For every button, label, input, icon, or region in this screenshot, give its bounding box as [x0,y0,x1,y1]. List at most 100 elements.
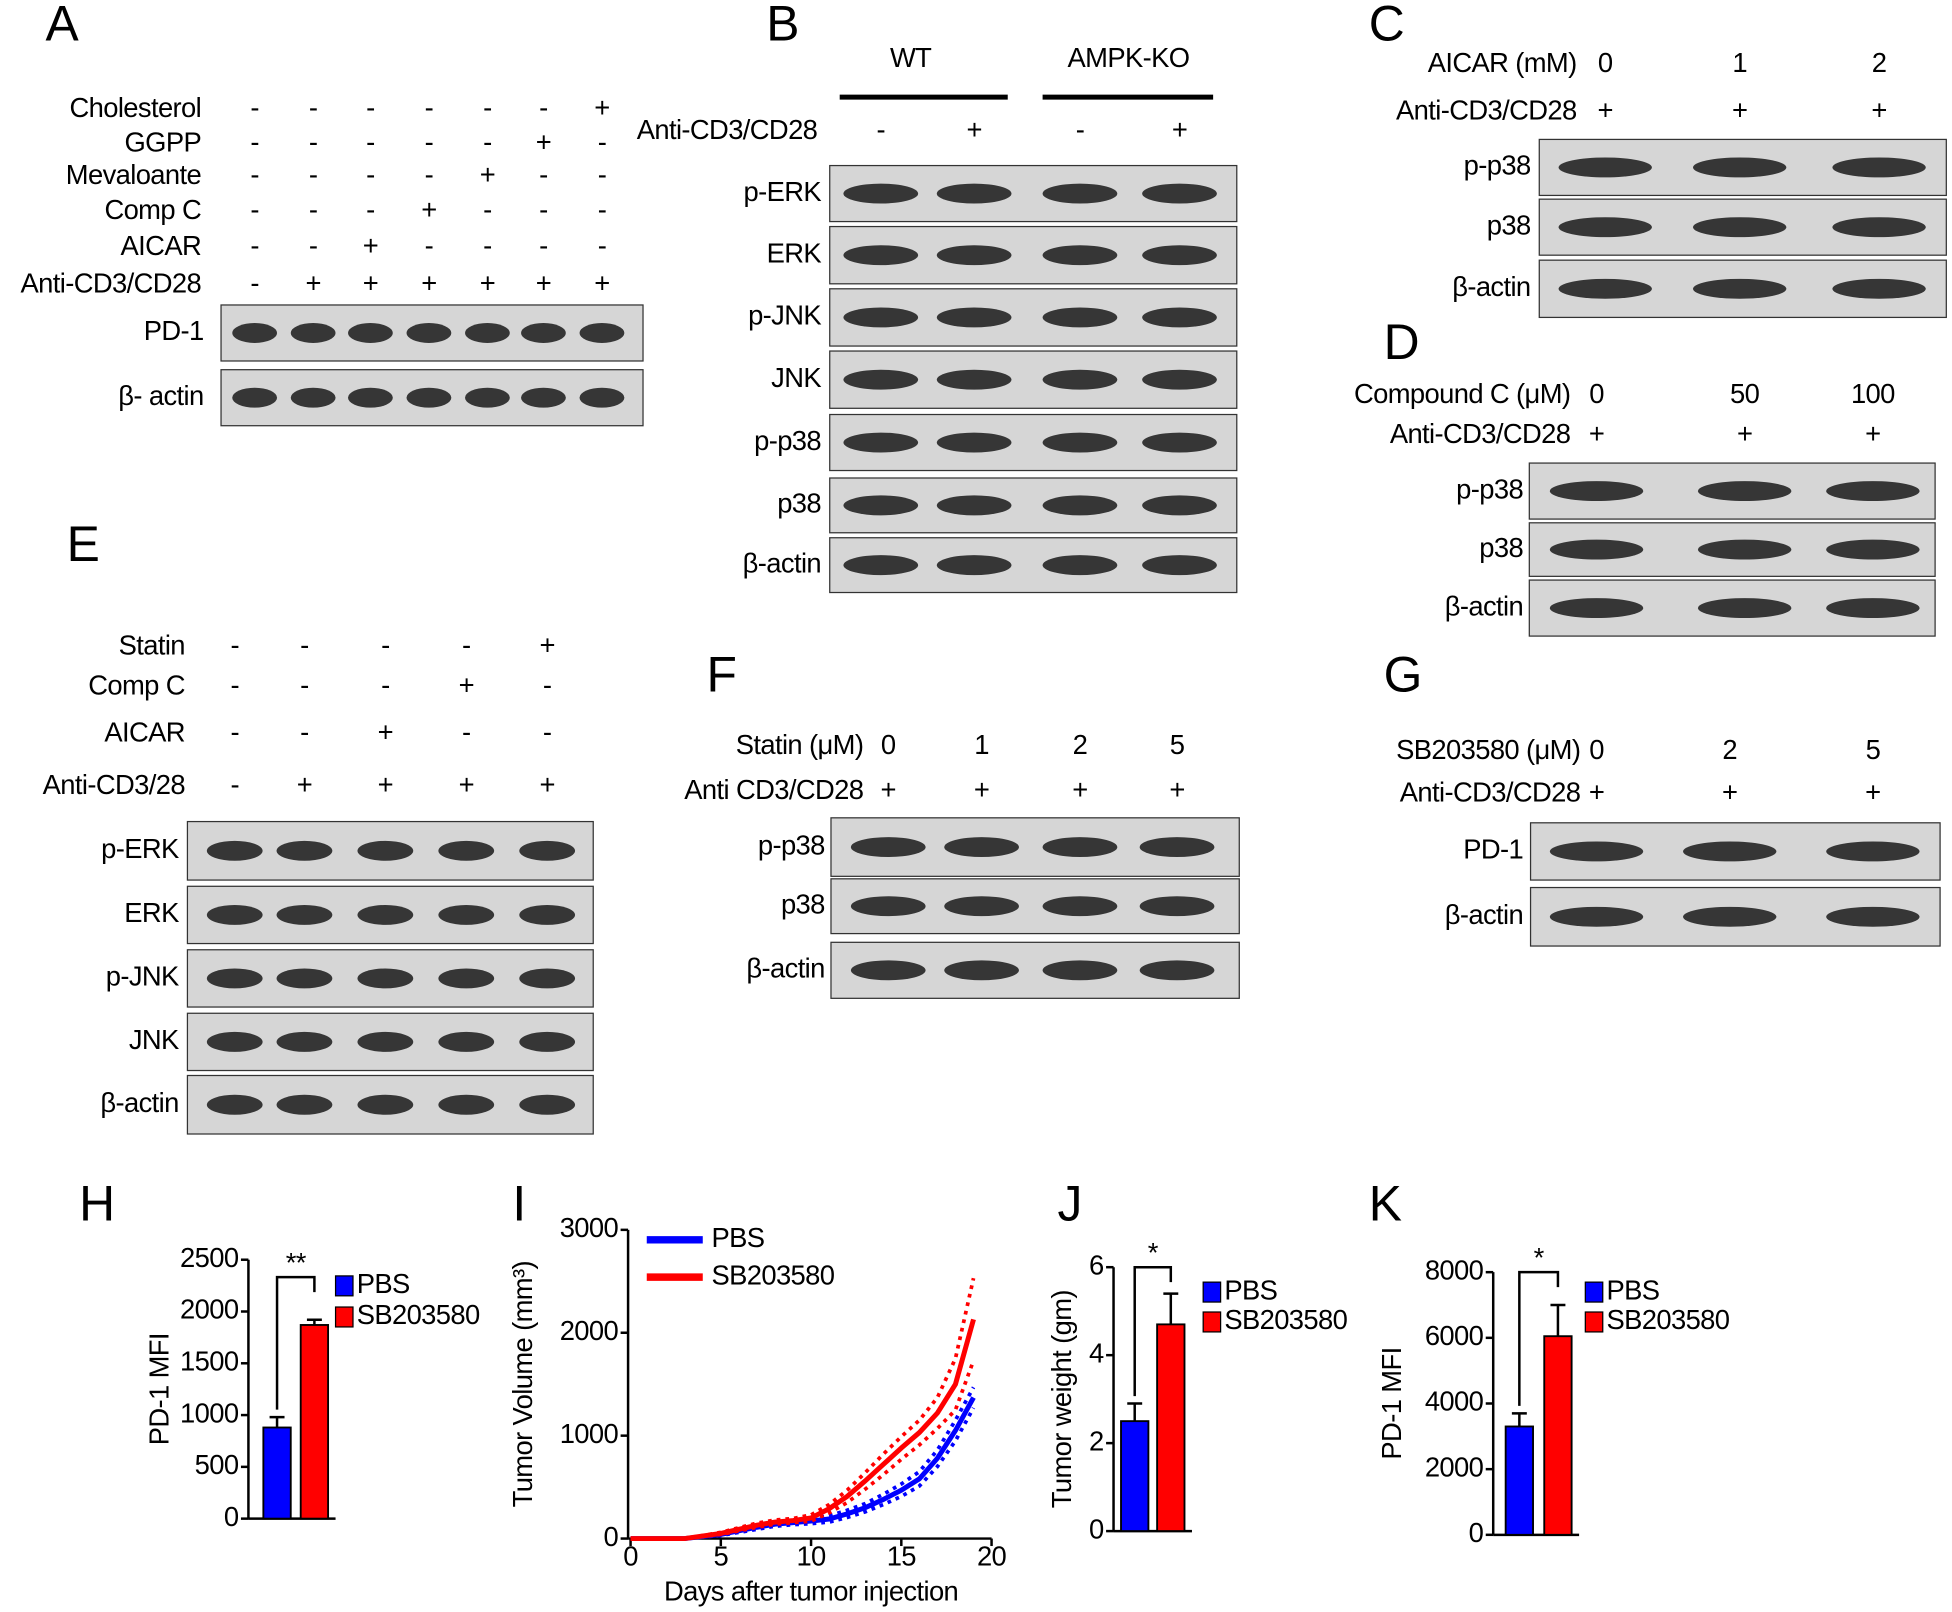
condition-label: AICAR [104,717,185,748]
error-bar [1550,1303,1566,1337]
condition-value: + [480,159,495,190]
band [206,1094,263,1115]
condition-value: + [421,267,436,298]
condition-value: - [250,267,258,298]
blot-label: p-ERK [101,833,179,864]
condition-value: + [1598,94,1613,125]
error-line [630,1386,976,1541]
band [406,387,452,408]
band [438,968,495,989]
band [1042,183,1118,204]
legend-label: PBS [1606,1274,1659,1305]
bar [1543,1335,1573,1536]
band [843,369,919,390]
band [406,323,452,343]
blot-label: p-JNK [748,300,821,331]
condition-label: Mevaloante [66,159,202,190]
band [519,904,576,925]
band [357,968,414,989]
significance-label: * [1534,1242,1545,1273]
condition-value: - [539,230,547,261]
band [521,323,566,343]
condition-value: + [480,267,495,298]
band [1826,539,1920,560]
condition-value: + [539,769,554,800]
condition-value: + [539,630,554,661]
blot-label: JNK [771,362,821,393]
x-tick-label: 5 [714,1541,729,1572]
y-tick-label: 1000 [560,1418,619,1449]
condition-value: 2 [1872,47,1887,78]
condition-value: + [1871,94,1886,125]
band [438,1031,495,1052]
blot-label: β-actin [100,1087,178,1118]
y-tick-label: 0 [1469,1517,1484,1548]
legend-swatch [1584,1281,1604,1303]
error-bar [269,1415,285,1428]
y-axis-label: PD-1 MFI [144,1333,175,1445]
band [1042,432,1118,453]
band [465,323,510,343]
condition-label: Anti-CD3/CD28 [1390,418,1571,449]
condition-value: - [230,630,239,661]
condition-label: Anti CD3/CD28 [684,774,863,805]
band [1697,539,1792,560]
band [1549,539,1644,560]
band [1832,278,1926,299]
band [843,495,919,516]
band [1558,157,1652,178]
band [1142,245,1217,266]
blot-label: ERK [124,897,179,928]
condition-label: AICAR (mM) [1428,47,1577,78]
condition-value: - [543,669,552,700]
blot-label: PD-1 [1463,834,1523,865]
blot-label: PD-1 [144,315,204,346]
condition-label: SB203580 (μM) [1396,734,1580,765]
condition-value: 0 [881,729,896,760]
y-tick-label: 8000 [1425,1254,1484,1285]
condition-value: + [1722,776,1737,807]
condition-value: - [300,630,309,661]
band [936,307,1012,328]
band [232,387,278,408]
x-tick-label: 20 [977,1541,1007,1572]
band [936,183,1012,204]
blot-label: β-actin [746,953,824,984]
y-tick-label: 0 [224,1501,239,1532]
condition-value: - [483,230,492,261]
y-tick-label: 2000 [1425,1451,1484,1482]
blot-label: p38 [1487,209,1531,240]
band [1142,555,1217,576]
blot-label: p38 [777,488,821,519]
band [1142,183,1217,204]
y-tick-label: 2 [1089,1425,1104,1456]
band [850,837,926,858]
legend-swatch [1202,1281,1222,1303]
x-axis-label: Days after tumor injection [664,1576,958,1607]
condition-value: + [459,769,474,800]
condition-value: - [309,194,318,225]
band [276,968,333,989]
condition-value: 5 [1866,734,1881,765]
condition-value: - [483,194,492,225]
panel-label: G [1384,647,1422,703]
blot-label: p-p38 [754,425,821,456]
blot-label: p38 [781,888,825,919]
condition-value: + [974,774,989,805]
band [1139,960,1215,981]
y-tick-label: 3000 [560,1212,619,1243]
band [276,1094,333,1115]
band [519,968,576,989]
condition-value: - [250,194,258,225]
band [348,323,393,343]
condition-value: - [462,717,470,748]
band [936,432,1012,453]
band [290,323,336,343]
band [1042,896,1118,917]
legend-label: SB203580 [1606,1304,1729,1335]
condition-value: + [297,769,312,800]
group-label: WT [890,42,932,73]
panel-label: I [512,1176,525,1232]
bar [1120,1420,1150,1533]
